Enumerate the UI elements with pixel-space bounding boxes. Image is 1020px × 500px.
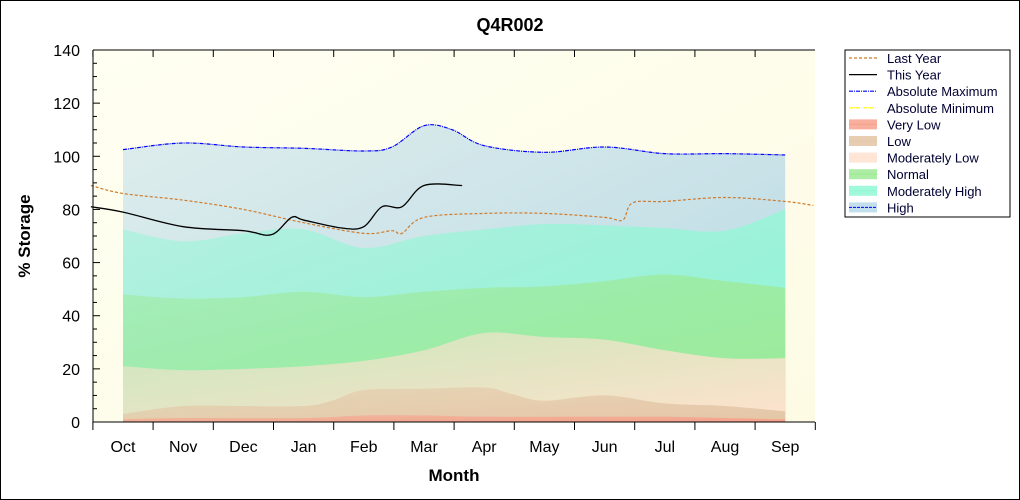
legend-label: This Year: [887, 68, 942, 83]
x-tick-label: Oct: [111, 439, 136, 456]
x-tick-label: Mar: [410, 439, 438, 456]
legend-label: Absolute Minimum: [887, 101, 994, 116]
legend-label: Normal: [887, 167, 929, 182]
band-low: [123, 387, 786, 422]
y-tick-label: 0: [71, 415, 80, 432]
y-tick-label: 40: [62, 309, 80, 326]
series-this-year: [90, 183, 463, 236]
chart-title: Q4R002: [476, 15, 543, 35]
x-tick-label: Jun: [592, 439, 618, 456]
legend-label: Absolute Maximum: [887, 84, 998, 99]
y-tick-label: 120: [53, 96, 80, 113]
legend-label: Last Year: [887, 51, 942, 66]
y-tick-label: 100: [53, 149, 80, 166]
legend-label: Low: [887, 134, 911, 149]
series-last-year: [90, 184, 814, 235]
x-tick-label: Sep: [771, 439, 800, 456]
legend-label: Moderately High: [887, 184, 982, 199]
x-tick-label: Aug: [711, 439, 739, 456]
y-tick-label: 140: [53, 43, 80, 60]
y-axis-label: % Storage: [15, 194, 34, 277]
y-tick-label: 60: [62, 256, 80, 273]
x-tick-label: Jan: [291, 439, 317, 456]
y-tick-label: 20: [62, 362, 80, 379]
x-tick-label: May: [529, 439, 559, 456]
legend-label: Very Low: [887, 117, 941, 132]
y-tick-label: 80: [62, 202, 80, 219]
series-absolute-maximum: [122, 124, 786, 156]
x-tick-label: Nov: [169, 439, 197, 456]
x-tick-label: Feb: [350, 439, 378, 456]
legend-label: High: [887, 200, 914, 215]
x-tick-label: Apr: [472, 439, 498, 456]
band-very-low: [123, 415, 786, 422]
legend-label: Moderately Low: [887, 151, 979, 166]
x-tick-label: Jul: [655, 439, 675, 456]
x-tick-label: Dec: [229, 439, 257, 456]
x-axis-label: Month: [429, 466, 480, 485]
